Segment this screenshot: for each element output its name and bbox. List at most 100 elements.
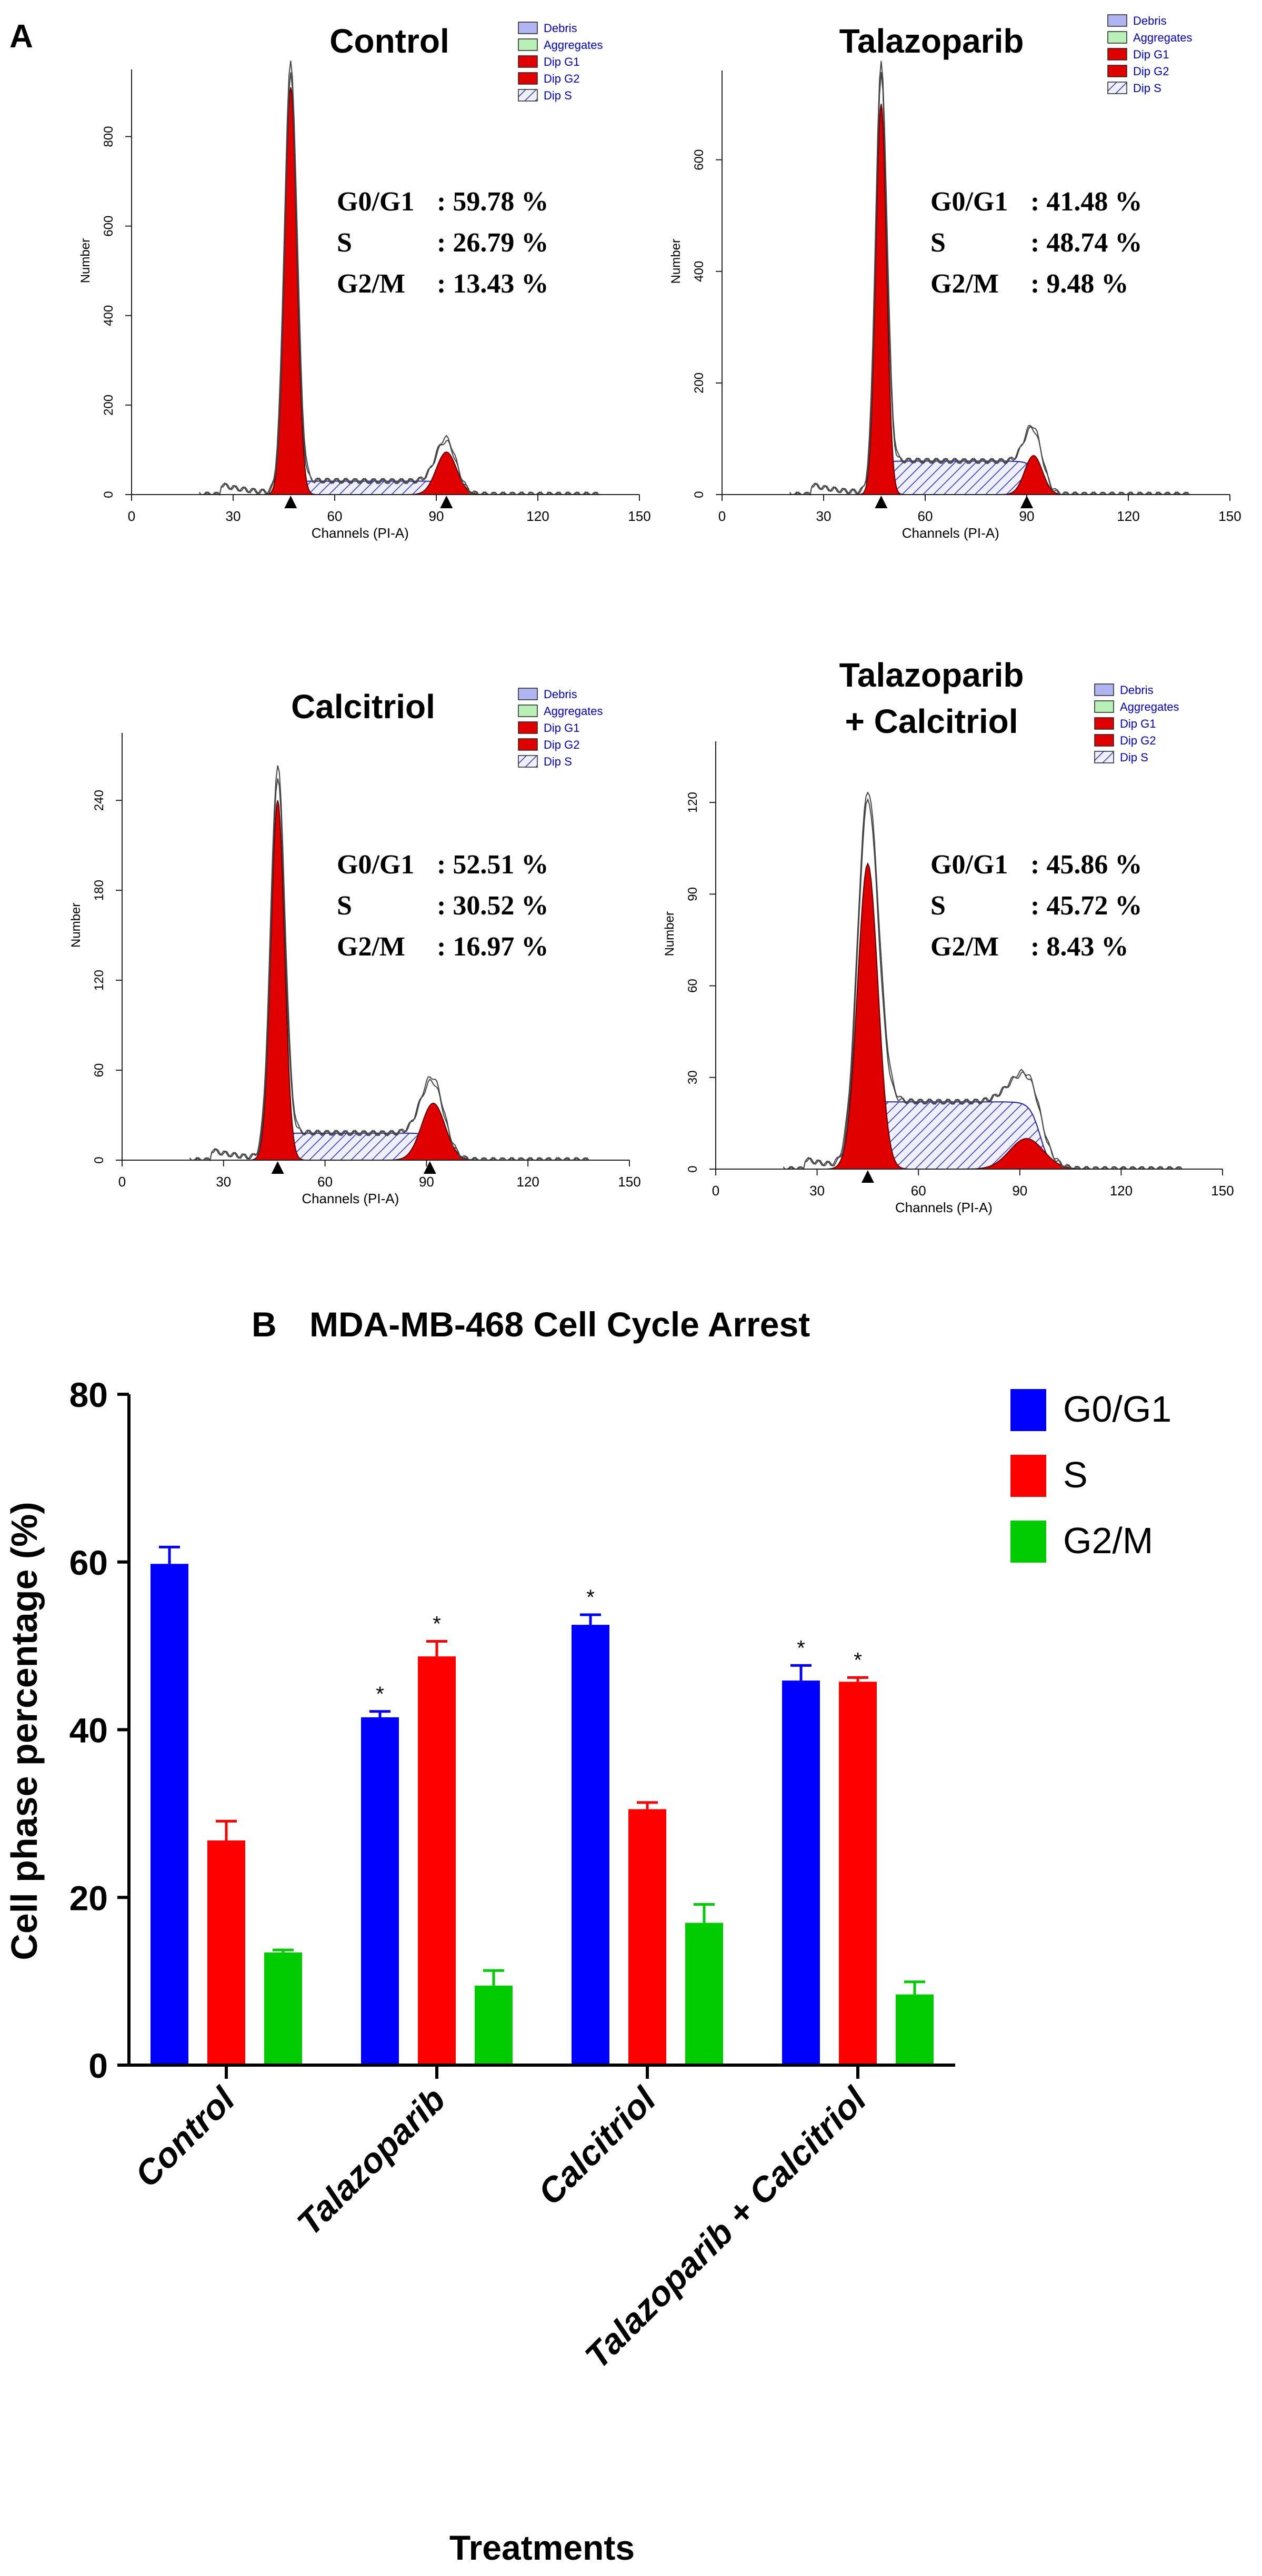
y-tick-label: 800 bbox=[102, 126, 116, 147]
x-tick-label: 30 bbox=[809, 1183, 825, 1199]
panel-a-label: A bbox=[9, 18, 33, 55]
legend-swatch bbox=[518, 705, 538, 717]
phase-stat-value: : 8.43 % bbox=[1030, 932, 1128, 962]
y-axis-label: Number bbox=[69, 903, 83, 948]
legend-label: Aggregates bbox=[544, 38, 603, 52]
y-tick-label: 400 bbox=[692, 261, 706, 282]
x-axis-label: Channels (PI-A) bbox=[902, 525, 999, 541]
x-tick-label: 0 bbox=[118, 1174, 126, 1190]
phase-stat-value: : 30.52 % bbox=[437, 891, 548, 921]
bar-s-2 bbox=[628, 1809, 666, 2065]
x-tick-label: 120 bbox=[1110, 1183, 1133, 1199]
legend-label: Dip G1 bbox=[1133, 48, 1169, 61]
peak-marker bbox=[1020, 496, 1033, 508]
x-tick-label: 90 bbox=[1019, 508, 1035, 524]
x-tick-label: 150 bbox=[1211, 1183, 1234, 1199]
x-tick-label: 30 bbox=[226, 508, 241, 524]
legend-label: Debris bbox=[1120, 683, 1154, 697]
legend-label: Dip S bbox=[544, 755, 572, 768]
y-tick-label: 200 bbox=[692, 373, 706, 394]
phase-stat-value: : 45.86 % bbox=[1030, 850, 1142, 880]
y-tick-label: 0 bbox=[102, 491, 116, 498]
peak-marker bbox=[423, 1161, 436, 1174]
legend-label: Dip G1 bbox=[544, 55, 579, 68]
legend-swatch bbox=[518, 721, 538, 734]
legend-label: Dip G2 bbox=[1133, 65, 1169, 78]
phase-stat-label: G0/G1 bbox=[930, 850, 1008, 880]
x-axis-label: Channels (PI-A) bbox=[895, 1200, 993, 1215]
x-tick-label: 90 bbox=[419, 1174, 434, 1190]
legend-swatch bbox=[1107, 82, 1127, 94]
phase-stat-label: G0/G1 bbox=[930, 187, 1008, 217]
y-tick-label: 120 bbox=[92, 970, 106, 991]
peak-marker bbox=[271, 1161, 284, 1174]
x-tick-label: 60 bbox=[317, 1174, 333, 1190]
x-tick-label: 30 bbox=[816, 508, 832, 524]
raw-data-trace bbox=[198, 72, 599, 496]
bar-g0g1-2 bbox=[572, 1625, 609, 2065]
x-tick-label: 150 bbox=[1218, 508, 1241, 524]
phase-stat-label: S bbox=[930, 891, 946, 921]
x-tick-label: 0 bbox=[712, 1183, 719, 1199]
legend-swatch bbox=[1094, 717, 1114, 730]
bar-legend-label: S bbox=[1063, 1454, 1088, 1495]
y-tick-label: 60 bbox=[92, 1063, 106, 1078]
raw-data-trace bbox=[199, 61, 599, 496]
x-tick-label: 90 bbox=[429, 508, 444, 524]
histogram-title: Talazoparib bbox=[839, 22, 1024, 60]
y-tick-label: 200 bbox=[102, 395, 116, 416]
phase-stat-label: S bbox=[930, 228, 946, 258]
bar-x-axis-title: Treatments bbox=[449, 2528, 635, 2567]
y-tick-label: 120 bbox=[686, 792, 700, 813]
bar-g0g1-3 bbox=[782, 1681, 820, 2065]
bar-g0g1-0 bbox=[151, 1564, 188, 2065]
legend-swatch bbox=[1107, 31, 1127, 44]
legend-label: Aggregates bbox=[1133, 31, 1193, 44]
phase-stat-value: : 13.43 % bbox=[437, 269, 548, 299]
histogram-panel-3: 0 30 60 90 120 150 0 30 60 90 120 Channels (PI-A) Nu… bbox=[663, 656, 1234, 1215]
x-tick-label: 150 bbox=[618, 1174, 640, 1190]
y-tick-label: 0 bbox=[92, 1156, 106, 1163]
bar-category-label: Talazoparib bbox=[289, 2080, 453, 2243]
legend-swatch bbox=[518, 755, 538, 768]
legend-label: Dip G1 bbox=[544, 721, 579, 734]
legend-label: Aggregates bbox=[544, 705, 603, 718]
bar-y-tick-label: 40 bbox=[69, 1711, 108, 1750]
histogram-title: Talazoparib bbox=[839, 656, 1024, 694]
legend-label: Debris bbox=[1133, 14, 1167, 27]
g1-peak bbox=[859, 104, 904, 495]
y-tick-label: 0 bbox=[692, 491, 706, 498]
y-tick-label: 400 bbox=[102, 305, 116, 326]
x-axis-label: Channels (PI-A) bbox=[302, 1191, 399, 1206]
legend-label: Dip G2 bbox=[1120, 734, 1156, 747]
phase-stat-value: : 59.78 % bbox=[437, 187, 548, 217]
legend-label: Dip G2 bbox=[544, 738, 579, 751]
phase-stat-value: : 41.48 % bbox=[1030, 187, 1142, 217]
phase-stat-label: G0/G1 bbox=[337, 187, 414, 217]
legend-swatch bbox=[518, 38, 538, 51]
bar-category-label: Control bbox=[127, 2079, 243, 2194]
x-tick-label: 0 bbox=[128, 508, 135, 524]
peak-marker bbox=[861, 1170, 874, 1183]
y-tick-label: 240 bbox=[92, 790, 106, 811]
y-axis-label: Number bbox=[78, 238, 93, 283]
y-tick-label: 30 bbox=[686, 1070, 700, 1084]
x-tick-label: 150 bbox=[628, 508, 650, 524]
g2-peak bbox=[386, 1102, 481, 1161]
x-tick-label: 120 bbox=[526, 508, 549, 524]
bar-legend-swatch bbox=[1010, 1521, 1046, 1563]
bar-legend-swatch bbox=[1010, 1389, 1046, 1431]
phase-stat-value: : 48.74 % bbox=[1030, 228, 1142, 258]
raw-data-trace bbox=[783, 791, 1183, 1170]
raw-data-trace bbox=[783, 798, 1183, 1171]
legend-label: Debris bbox=[544, 22, 577, 35]
histogram-panel-0: 0 30 60 90 120 150 0 200 400 600 800 Channels (PI-A… bbox=[78, 22, 651, 541]
histogram-title: Control bbox=[329, 22, 449, 60]
raw-data-trace bbox=[789, 61, 1189, 496]
g1-peak bbox=[266, 87, 316, 495]
legend-label: Dip S bbox=[544, 89, 572, 102]
g2-peak bbox=[406, 451, 487, 495]
g1-peak bbox=[826, 862, 909, 1170]
bar-g2m-0 bbox=[264, 1952, 302, 2065]
